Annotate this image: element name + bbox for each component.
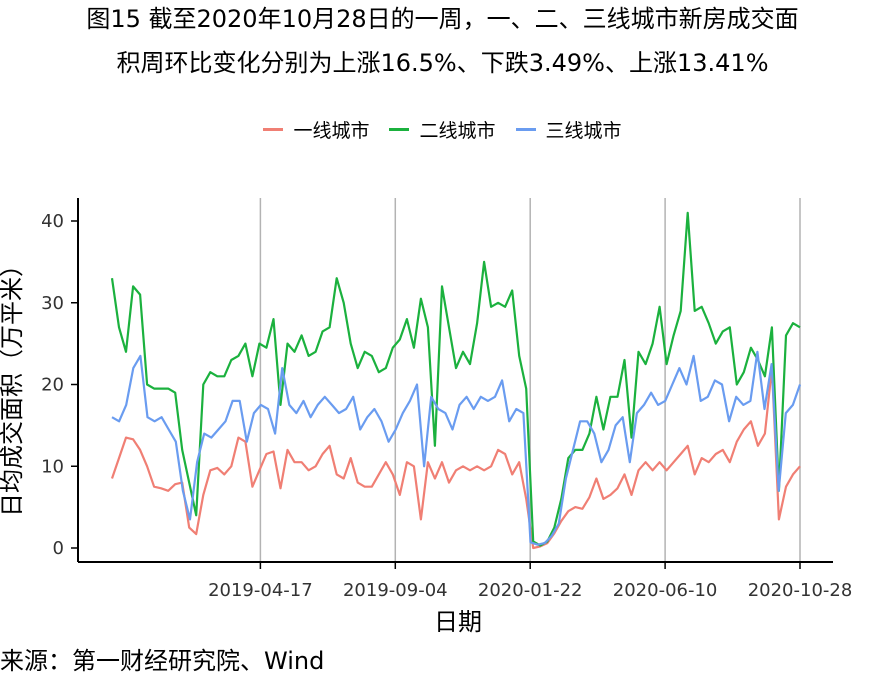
series-line-tier2 — [110, 211, 801, 547]
series-line-tier1 — [110, 367, 801, 550]
chart-title-line-1: 图15 截至2020年10月28日的一周，一、二、三线城市新房成交面 — [86, 5, 799, 33]
legend-label-tier1: 一线城市 — [293, 120, 370, 142]
legend-swatch-tier1 — [263, 128, 284, 131]
y-axis-label: 日均成交面积（万平米） — [0, 253, 26, 517]
y-tick-label-2: 20 — [41, 375, 64, 396]
legend-swatch-tier3 — [515, 128, 536, 131]
legend-item-tier1: 一线城市 — [263, 116, 369, 143]
x-tick-label-1: 2019-09-04 — [343, 580, 448, 601]
x-tick-label-3: 2020-06-10 — [613, 580, 718, 601]
y-tick-label-4: 40 — [41, 211, 64, 232]
legend-label-tier2: 二线城市 — [419, 120, 496, 142]
chart-title-line-2: 积周环比变化分别为上涨16.5%、下跌3.49%、上涨13.41% — [116, 49, 769, 77]
series-line-tier3 — [111, 350, 802, 546]
x-tick-label-4: 2020-10-28 — [748, 580, 853, 601]
x-tick-label-0: 2019-04-17 — [208, 580, 313, 601]
legend-item-tier3: 三线城市 — [515, 116, 622, 143]
grid-lines — [259, 198, 801, 562]
source-note: 来源：第一财经研究院、Wind — [0, 647, 325, 675]
y-tick-label-0: 0 — [53, 538, 64, 559]
y-tick-label-3: 30 — [41, 293, 64, 314]
x-tick-label-2: 2020-01-22 — [478, 580, 583, 601]
legend-label-tier3: 三线城市 — [545, 120, 622, 142]
axes — [71, 198, 833, 569]
legend-swatch-tier2 — [389, 128, 410, 131]
y-tick-label-1: 10 — [41, 456, 64, 477]
series-lines — [110, 211, 802, 550]
x-axis-label: 日期 — [434, 608, 482, 636]
legend-item-tier2: 二线城市 — [389, 116, 496, 143]
legend: 一线城市 二线城市 三线城市 — [0, 116, 885, 143]
tick-labels: 2019-04-17 2019-09-04 2020-01-22 2020-06-10… — [41, 211, 852, 601]
